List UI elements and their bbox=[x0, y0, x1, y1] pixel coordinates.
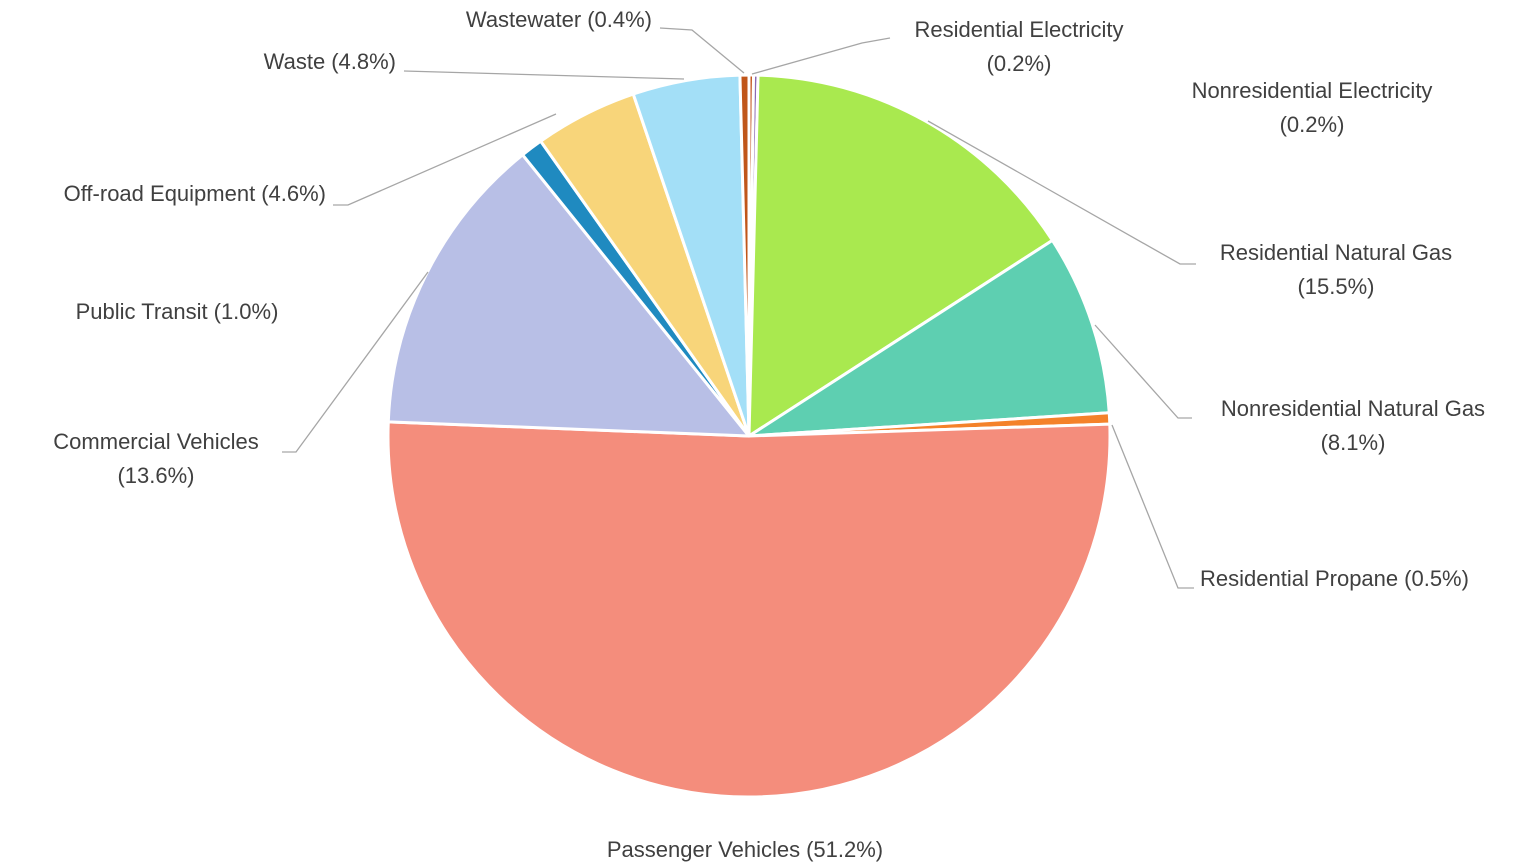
label-value: (0.2%) bbox=[1280, 112, 1345, 137]
label-value: (1.0%) bbox=[214, 299, 279, 324]
data-label: Nonresidential Electricity (0.2%) bbox=[1192, 78, 1433, 137]
label-value: (15.5%) bbox=[1297, 274, 1374, 299]
label-name: Waste bbox=[264, 49, 326, 74]
data-label: Public Transit (1.0%) bbox=[76, 299, 279, 324]
data-label: Passenger Vehicles (51.2%) bbox=[607, 837, 883, 862]
leader-line bbox=[333, 113, 557, 206]
data-label: Residential Propane (0.5%) bbox=[1200, 566, 1469, 591]
label-value: (0.4%) bbox=[587, 7, 652, 32]
label-value: (0.5%) bbox=[1404, 566, 1469, 591]
label-value: (8.1%) bbox=[1321, 430, 1386, 455]
label-value: (0.2%) bbox=[987, 51, 1052, 76]
data-label: Nonresidential Natural Gas (8.1%) bbox=[1221, 396, 1485, 455]
label-value: (13.6%) bbox=[117, 463, 194, 488]
label-name: Wastewater bbox=[466, 7, 581, 32]
leader-line bbox=[403, 70, 685, 80]
label-value: (4.6%) bbox=[261, 181, 326, 206]
pie-slice bbox=[747, 238, 1111, 438]
data-label: Commercial Vehicles (13.6%) bbox=[53, 429, 258, 488]
leader-line bbox=[751, 37, 891, 75]
leader-line bbox=[282, 271, 429, 453]
label-name: Passenger Vehicles bbox=[607, 837, 800, 862]
data-label: Residential Natural Gas (15.5%) bbox=[1220, 240, 1452, 299]
data-label: Waste (4.8%) bbox=[264, 49, 396, 74]
data-label: Residential Electricity (0.2%) bbox=[914, 17, 1123, 76]
label-name: Off-road Equipment bbox=[64, 181, 256, 206]
label-name: Nonresidential Electricity bbox=[1192, 78, 1433, 103]
pie-slice bbox=[747, 73, 1054, 438]
label-value: (4.8%) bbox=[331, 49, 396, 74]
label-name: Residential Electricity bbox=[914, 17, 1123, 42]
label-name: Residential Propane bbox=[1200, 566, 1398, 591]
leader-line bbox=[927, 120, 1196, 265]
leader-line bbox=[1111, 424, 1194, 589]
label-name: Nonresidential Natural Gas bbox=[1221, 396, 1485, 421]
label-name: Commercial Vehicles bbox=[53, 429, 258, 454]
data-label: Off-road Equipment (4.6%) bbox=[64, 181, 326, 206]
leader-line bbox=[659, 27, 745, 74]
label-name: Public Transit bbox=[76, 299, 208, 324]
leader-line bbox=[1094, 324, 1192, 419]
data-label: Wastewater (0.4%) bbox=[466, 7, 652, 32]
pie-slice bbox=[738, 73, 751, 438]
pie-slice bbox=[386, 420, 1112, 799]
label-name: Residential Natural Gas bbox=[1220, 240, 1452, 265]
label-value: (51.2%) bbox=[806, 837, 883, 862]
